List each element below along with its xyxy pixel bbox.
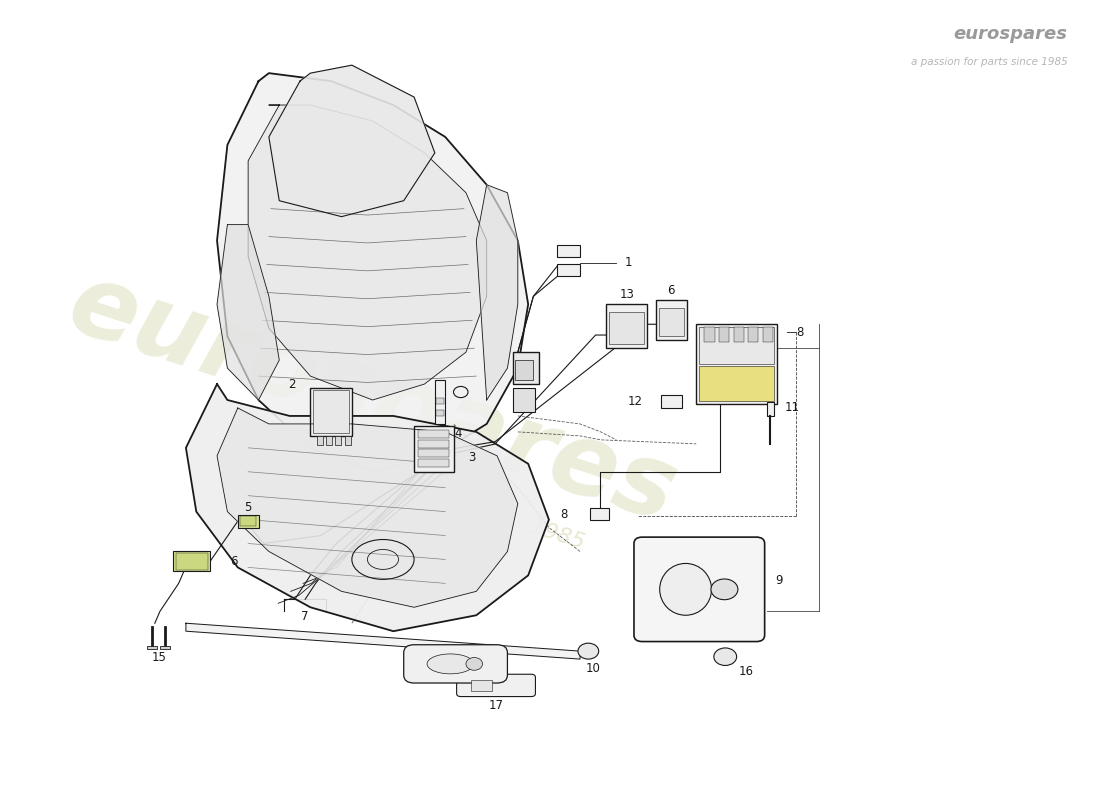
Bar [336,436,341,446]
Bar [436,398,444,404]
Polygon shape [476,185,518,400]
Bar [240,516,256,526]
Text: 11: 11 [785,402,800,414]
Text: 9: 9 [776,574,783,586]
Bar [558,265,580,277]
Bar [513,388,536,412]
Text: eurospares: eurospares [954,26,1067,43]
Polygon shape [217,73,528,472]
Bar [609,312,645,344]
Bar [414,426,453,472]
Bar [696,324,777,404]
Polygon shape [249,105,486,400]
Bar [606,304,648,348]
Bar [704,327,715,342]
Text: a passion for parts since 1985: a passion for parts since 1985 [911,57,1067,67]
Bar [700,366,774,401]
Polygon shape [217,408,518,607]
Text: 6: 6 [668,284,675,298]
FancyBboxPatch shape [634,537,764,642]
Text: 15: 15 [152,651,166,664]
Polygon shape [186,384,549,631]
Bar [238,515,258,527]
Bar [418,440,450,448]
Bar [762,327,773,342]
Bar [734,327,744,342]
Bar [748,327,758,342]
Bar [656,300,686,340]
Bar [418,450,450,458]
Bar [767,402,774,416]
Circle shape [714,648,737,666]
Bar [719,327,729,342]
Bar [314,390,349,434]
Bar [700,326,774,364]
Text: 12: 12 [627,395,642,408]
Text: a passion for parts since 1985: a passion for parts since 1985 [262,430,587,553]
Ellipse shape [427,654,474,674]
Text: 8: 8 [796,326,804,338]
Text: 17: 17 [488,699,504,712]
FancyBboxPatch shape [456,674,536,697]
Circle shape [711,579,738,600]
Bar [591,509,609,519]
Text: 2: 2 [288,378,296,390]
Bar [176,553,208,570]
Bar [174,551,210,571]
Text: 10: 10 [586,662,601,675]
Bar [513,352,539,384]
Bar [317,436,322,446]
Text: 13: 13 [619,288,634,302]
Bar [418,430,450,438]
Ellipse shape [660,563,712,615]
FancyBboxPatch shape [404,645,507,683]
Text: 16: 16 [738,665,754,678]
Text: 6: 6 [230,555,238,568]
Bar [434,380,446,424]
Text: eurospares: eurospares [57,256,689,544]
Text: 8: 8 [560,507,568,521]
Bar [471,680,492,691]
Bar [558,245,580,257]
Circle shape [466,658,483,670]
Bar [344,436,351,446]
Text: 4: 4 [454,427,461,440]
Bar [659,308,684,336]
Bar [436,410,444,416]
Bar [310,388,352,436]
Text: 5: 5 [244,501,252,514]
Bar [515,360,534,380]
Bar [146,646,157,649]
Circle shape [578,643,598,659]
Polygon shape [217,225,279,400]
Polygon shape [186,623,580,659]
Text: 3: 3 [469,451,476,464]
Text: 7: 7 [301,610,309,623]
Bar [326,436,332,446]
Text: 1: 1 [625,256,632,270]
Polygon shape [268,65,434,217]
Bar [160,646,170,649]
Bar [418,459,450,467]
Bar [661,395,682,408]
